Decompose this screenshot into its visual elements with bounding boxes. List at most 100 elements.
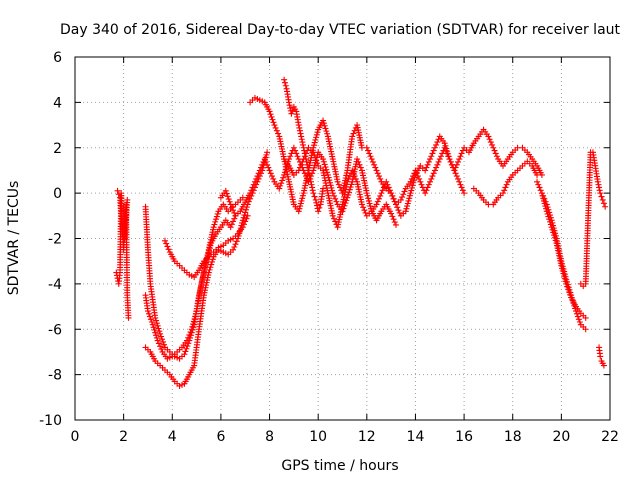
data-point-fill — [214, 210, 221, 217]
data-point-fill — [351, 173, 358, 180]
data-point-fill — [428, 153, 435, 160]
data-point-fill — [321, 161, 328, 168]
data-point-fill — [366, 150, 373, 157]
data-point — [599, 196, 606, 203]
data-point-fill — [537, 187, 544, 194]
data-point-fill — [241, 212, 248, 219]
data-point-fill — [409, 182, 416, 189]
x-tick-label: 6 — [216, 429, 225, 445]
data-point-fill — [408, 187, 415, 194]
data-point-fill — [453, 161, 460, 168]
data-point-fill — [150, 324, 157, 331]
data-point-fill — [562, 278, 569, 285]
data-point-fill — [371, 161, 378, 168]
data-point-fill — [491, 147, 498, 154]
y-tick-label: 6 — [53, 50, 62, 66]
data-point — [431, 144, 438, 151]
data-point — [329, 212, 336, 219]
data-point-fill — [367, 203, 374, 210]
data-point — [310, 149, 317, 156]
data-point-fill — [270, 119, 277, 126]
y-tick-label: 4 — [53, 95, 62, 111]
data-point — [298, 133, 305, 140]
data-point-fill — [324, 130, 331, 137]
x-tick-label: 12 — [358, 429, 376, 445]
data-point-fill — [258, 164, 265, 171]
data-point-fill — [314, 160, 321, 167]
data-point-fill — [242, 218, 249, 225]
data-point-fill — [410, 179, 417, 186]
data-point-fill — [322, 125, 329, 132]
data-point — [427, 178, 434, 185]
data-point-fill — [487, 139, 494, 146]
data-point-fill — [299, 139, 306, 146]
data-point — [344, 194, 351, 201]
data-point-fill — [366, 200, 373, 207]
data-point — [373, 167, 380, 174]
data-point-fill — [457, 153, 464, 160]
data-point-fill — [299, 158, 306, 165]
data-point-fill — [153, 332, 160, 339]
y-tick-label: -8 — [48, 368, 62, 384]
data-point — [373, 201, 380, 208]
data-point-fill — [311, 139, 318, 146]
data-point-fill — [153, 317, 160, 324]
data-point — [266, 108, 273, 115]
data-point-fill — [551, 234, 558, 241]
data-point-fill — [243, 206, 250, 213]
data-point — [388, 190, 395, 197]
data-point-fill — [404, 203, 411, 210]
data-point — [456, 178, 463, 185]
data-point-fill — [535, 181, 542, 188]
data-point-fill — [275, 130, 282, 137]
data-point — [205, 269, 212, 276]
data-point — [461, 190, 468, 197]
data-point-fill — [360, 204, 367, 211]
data-point-fill — [191, 315, 198, 322]
data-point-fill — [296, 205, 303, 212]
data-point-fill — [282, 82, 289, 89]
data-point-fill — [308, 181, 315, 188]
data-point-fill — [375, 173, 382, 180]
data-point-fill — [304, 147, 311, 154]
data-point-fill — [453, 173, 460, 180]
data-point-fill — [443, 145, 450, 152]
data-point-fill — [241, 221, 248, 228]
data-point-fill — [304, 161, 311, 168]
y-tick-label: 2 — [53, 141, 62, 157]
data-point-fill — [307, 175, 314, 182]
data-point-fill — [155, 340, 162, 347]
data-point-fill — [207, 264, 214, 271]
data-point-fill — [551, 232, 558, 239]
data-point — [307, 178, 314, 185]
x-tick-label: 20 — [552, 429, 570, 445]
data-point-fill — [411, 174, 418, 181]
data-point-fill — [184, 343, 191, 350]
data-point-fill — [561, 275, 568, 282]
data-point-fill — [265, 164, 272, 171]
data-point — [436, 156, 443, 163]
data-point-fill — [115, 191, 122, 198]
data-point-fill — [297, 203, 304, 210]
data-point-fill — [299, 195, 306, 202]
data-point-fill — [423, 187, 430, 194]
data-point — [161, 237, 168, 244]
data-point — [393, 221, 399, 228]
data-point — [266, 167, 273, 174]
data-point-fill — [324, 169, 331, 176]
series-s4 — [142, 212, 239, 362]
data-point — [281, 171, 288, 178]
data-point — [407, 178, 414, 185]
data-point-fill — [390, 216, 397, 223]
data-point-fill — [309, 187, 316, 194]
data-point-fill — [437, 153, 444, 160]
data-point — [300, 156, 307, 163]
series-s10 — [281, 144, 468, 231]
data-point-fill — [304, 164, 311, 171]
data-point-fill — [424, 184, 431, 191]
data-point-fill — [335, 181, 342, 188]
data-point — [152, 314, 159, 321]
data-point-fill — [182, 348, 189, 355]
data-point-fill — [146, 313, 153, 320]
